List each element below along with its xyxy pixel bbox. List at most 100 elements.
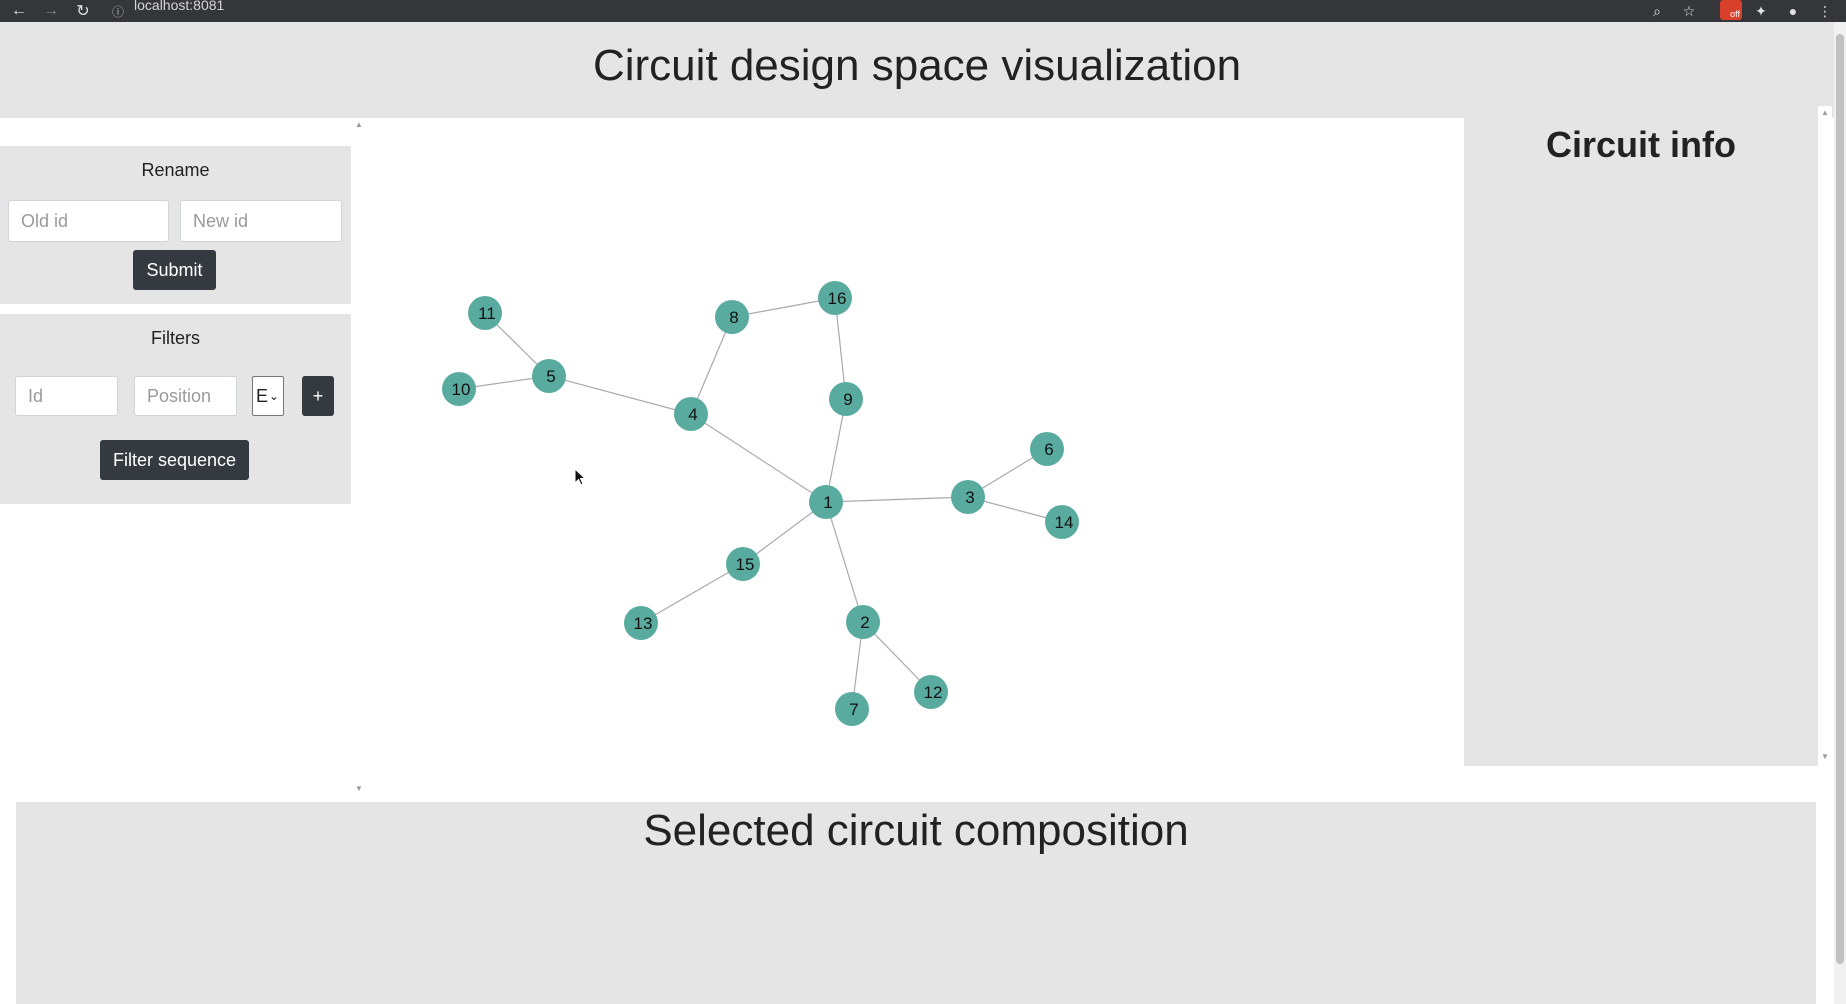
- graph-node-circle[interactable]: [532, 359, 566, 393]
- graph-node-circle[interactable]: [715, 300, 749, 334]
- filter-type-value: E: [256, 385, 269, 406]
- graph-node-label: 9: [843, 390, 852, 409]
- scroll-up-icon[interactable]: ▲: [1821, 108, 1829, 117]
- graph-node-12[interactable]: 12: [914, 675, 948, 709]
- page-scrollbar-thumb[interactable]: [1836, 34, 1844, 964]
- page: Circuit design space visualization Renam…: [0, 22, 1846, 1004]
- graph-node-label: 4: [688, 405, 697, 424]
- back-icon[interactable]: ←: [11, 2, 27, 19]
- graph-edge-1-15: [742, 501, 827, 565]
- graph-node-3[interactable]: 3: [951, 480, 985, 514]
- extension-off-icon[interactable]: off: [1720, 0, 1742, 20]
- profile-icon[interactable]: ●: [1788, 3, 1798, 19]
- graph-node-label: 14: [1055, 513, 1074, 532]
- graph-edge-8-16: [731, 297, 836, 318]
- graph-node-14[interactable]: 14: [1045, 505, 1079, 539]
- composition-panel: Selected circuit composition: [16, 802, 1816, 1004]
- mouse-cursor-icon: [574, 468, 587, 486]
- graph-edge-5-4: [548, 375, 692, 415]
- circuit-info-title: Circuit info: [1546, 124, 1736, 165]
- url-text: localhost:8081: [134, 0, 225, 13]
- graph-node-9[interactable]: 9: [829, 382, 863, 416]
- graph-edge-1-3: [825, 496, 969, 503]
- graph-node-label: 12: [924, 683, 943, 702]
- graph-node-circle[interactable]: [818, 281, 852, 315]
- graph-edge-1-2: [825, 501, 864, 623]
- graph-node-label: 3: [965, 488, 974, 507]
- filters-title: Filters: [151, 328, 200, 348]
- graph-node-7[interactable]: 7: [835, 692, 869, 726]
- graph-node-11[interactable]: 11: [468, 296, 502, 330]
- graph-node-circle[interactable]: [829, 382, 863, 416]
- graph-node-13[interactable]: 13: [624, 606, 658, 640]
- forward-icon[interactable]: →: [43, 2, 59, 19]
- reload-icon[interactable]: ↻: [76, 3, 90, 20]
- submit-button[interactable]: Submit: [133, 250, 216, 290]
- graph-node-circle[interactable]: [674, 397, 708, 431]
- graph-node-circle[interactable]: [914, 675, 948, 709]
- filter-sequence-button[interactable]: Filter sequence: [100, 440, 249, 480]
- graph-node-1[interactable]: 1: [809, 485, 843, 519]
- old-id-input[interactable]: [8, 200, 169, 242]
- add-filter-button[interactable]: +: [302, 376, 334, 416]
- graph-node-circle[interactable]: [809, 485, 843, 519]
- graph-node-circle[interactable]: [951, 480, 985, 514]
- graph-edge-4-8: [690, 316, 733, 415]
- new-id-input[interactable]: [180, 200, 342, 242]
- graph-node-label: 8: [729, 308, 738, 327]
- graph-node-2[interactable]: 2: [846, 605, 880, 639]
- filters-section: Filters E ⌄ + Filter sequence: [0, 314, 351, 504]
- info-icon[interactable]: ⓘ: [112, 4, 125, 19]
- graph-node-label: 13: [634, 614, 653, 633]
- page-header: Circuit design space visualization: [0, 22, 1834, 118]
- graph-node-circle[interactable]: [835, 692, 869, 726]
- graph-node-label: 11: [478, 304, 496, 323]
- graph-node-4[interactable]: 4: [674, 397, 708, 431]
- graph-canvas[interactable]: 1 2 3 4 5 6 7 8 9 10 11 12 13 14 15 16: [366, 118, 1466, 798]
- info-panel-scrollbar[interactable]: ▲ ▼: [1818, 106, 1832, 766]
- graph-node-circle[interactable]: [1045, 505, 1079, 539]
- scroll-down-icon[interactable]: ▼: [355, 784, 363, 793]
- graph-node-label: 7: [849, 700, 858, 719]
- kebab-menu-icon[interactable]: ⋮: [1818, 2, 1832, 19]
- left-panel: Rename Submit Filters E ⌄ + Filter seque…: [0, 118, 352, 798]
- left-panel-scrollbar[interactable]: ▲ ▼: [352, 118, 366, 798]
- scroll-up-icon[interactable]: ▲: [355, 120, 363, 129]
- graph-node-10[interactable]: 10: [442, 372, 476, 406]
- rename-title: Rename: [141, 160, 210, 180]
- graph-node-label: 1: [823, 493, 832, 512]
- filter-id-input[interactable]: [15, 376, 118, 416]
- page-title: Circuit design space visualization: [592, 41, 1242, 90]
- graph-node-label: 10: [452, 380, 471, 399]
- graph-node-circle[interactable]: [442, 372, 476, 406]
- chevron-down-icon: ⌄: [269, 389, 280, 403]
- graph-node-8[interactable]: 8: [715, 300, 749, 334]
- graph-node-label: 15: [736, 555, 755, 574]
- filter-type-select[interactable]: E ⌄: [252, 376, 284, 416]
- circuit-info-panel: Circuit info: [1464, 106, 1818, 766]
- address-bar[interactable]: ⓘ localhost:8081: [112, 0, 1612, 22]
- graph-node-16[interactable]: 16: [818, 281, 852, 315]
- composition-title: Selected circuit composition: [643, 806, 1189, 855]
- filter-position-input[interactable]: [134, 376, 237, 416]
- graph-node-circle[interactable]: [1030, 432, 1064, 466]
- zoom-icon[interactable]: ⌕: [1653, 2, 1661, 19]
- graph-node-circle[interactable]: [624, 606, 658, 640]
- graph-node-15[interactable]: 15: [726, 547, 760, 581]
- star-icon[interactable]: ☆: [1682, 2, 1696, 19]
- graph-edge-15-13: [640, 563, 744, 624]
- graph-edge-4-1: [690, 413, 827, 503]
- scroll-down-icon[interactable]: ▼: [1821, 752, 1829, 761]
- graph-node-label: 2: [860, 613, 869, 632]
- graph-edge-9-1: [825, 398, 847, 503]
- page-scrollbar[interactable]: [1834, 22, 1846, 1004]
- graph-node-circle[interactable]: [726, 547, 760, 581]
- graph-node-circle[interactable]: [846, 605, 880, 639]
- graph-node-5[interactable]: 5: [532, 359, 566, 393]
- graph-node-circle[interactable]: [468, 296, 502, 330]
- graph-node-label: 16: [828, 289, 847, 308]
- graph-node-6[interactable]: 6: [1030, 432, 1064, 466]
- graph-node-label: 5: [546, 367, 555, 386]
- puzzle-icon[interactable]: ✦: [1755, 2, 1767, 19]
